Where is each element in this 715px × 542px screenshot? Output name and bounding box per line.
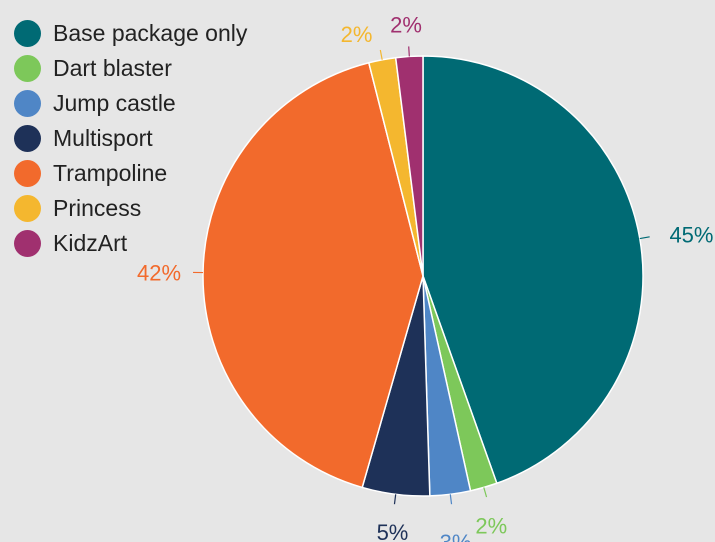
legend-label: Multisport (53, 125, 153, 151)
pie-slices (202, 55, 644, 497)
legend-swatch (14, 230, 41, 257)
pie-slice-trampoline (202, 61, 424, 489)
legend-swatch (14, 125, 41, 152)
legend-item-trampoline: Trampoline (14, 156, 247, 191)
legend-label: Trampoline (53, 160, 168, 186)
legend-item-base-package-only: Base package only (14, 16, 247, 51)
data-label-trampoline: 42% (137, 260, 181, 285)
legend-label: Jump castle (53, 90, 176, 116)
legend-swatch (14, 160, 41, 187)
legend-item-princess: Princess (14, 191, 247, 226)
legend-label: Base package only (53, 20, 248, 46)
leader-line-base-package-only (639, 236, 650, 240)
legend-item-multisport: Multisport (14, 121, 247, 156)
legend-swatch (14, 20, 41, 47)
legend-item-jump-castle: Jump castle (14, 86, 247, 121)
legend-label: KidzArt (53, 230, 128, 256)
legend-item-dart-blaster: Dart blaster (14, 51, 247, 86)
data-label-princess: 2% (341, 22, 373, 47)
legend-label: Dart blaster (53, 55, 172, 81)
legend-swatch (14, 90, 41, 117)
leader-line-kidzart (408, 46, 410, 57)
data-labels: 45%2%3%5%42%2%2% (137, 12, 714, 542)
leader-line-multisport (393, 494, 397, 505)
data-label-kidzart: 2% (390, 12, 422, 37)
leader-line-princess (379, 49, 383, 60)
legend-label: Princess (53, 195, 142, 221)
legend-item-kidzart: KidzArt (14, 226, 247, 261)
leader-lines (193, 46, 650, 505)
data-label-jump-castle: 3% (440, 530, 472, 542)
leader-line-jump-castle (449, 494, 453, 505)
leader-line-dart-blaster (483, 487, 488, 498)
legend-swatch (14, 55, 41, 82)
data-label-dart-blaster: 2% (475, 513, 507, 538)
data-label-base-package-only: 45% (669, 222, 713, 247)
legend: Base package only Dart blaster Jump castle… (14, 16, 247, 261)
data-label-multisport: 5% (377, 520, 409, 542)
legend-swatch (14, 195, 41, 222)
